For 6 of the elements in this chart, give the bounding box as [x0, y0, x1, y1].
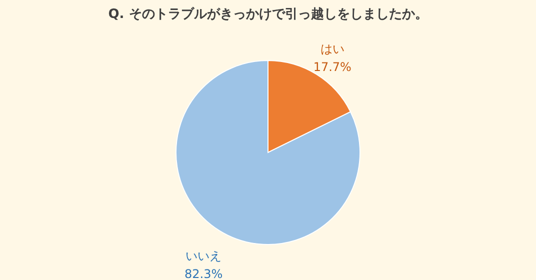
slice-label: はい: [320, 42, 344, 56]
pie-slice: [176, 60, 360, 245]
data-label: 82.3%: [184, 267, 223, 280]
chart-title: Q. そのトラブルがきっかけで引っ越しをしましたか。: [108, 6, 428, 22]
data-label: 17.7%: [313, 60, 352, 74]
slice-label: いいえ: [186, 249, 222, 264]
